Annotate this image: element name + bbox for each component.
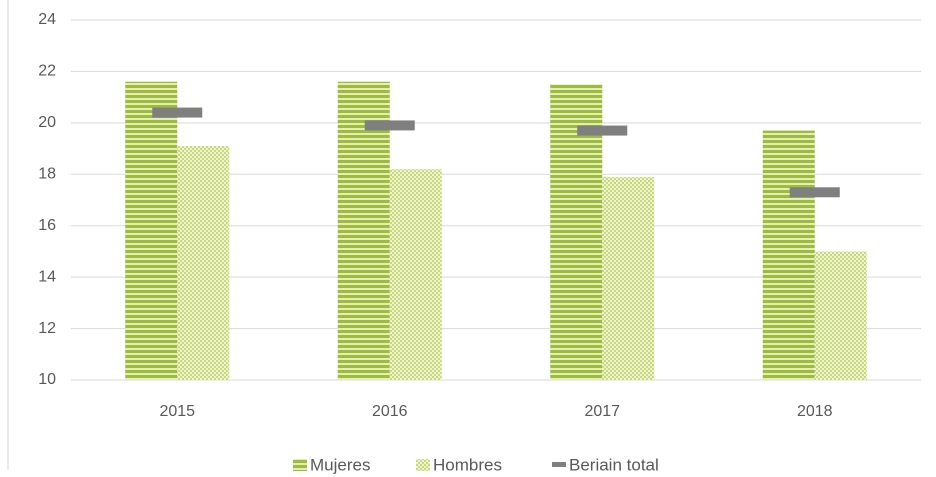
y-tick-label: 22 [38,63,56,80]
marker [364,120,415,131]
marker [789,187,840,198]
y-tick-label: 12 [38,320,56,337]
legend-label: Beriain total [569,455,659,474]
legend-label: Hombres [433,455,502,474]
bar [389,169,442,380]
y-tick-label: 18 [38,166,56,183]
x-tick-label: 2016 [372,403,408,420]
legend-swatch [552,462,566,467]
marker [577,125,628,136]
legend-swatch [293,459,307,471]
bar [177,146,230,380]
bar [125,81,178,380]
marker [152,107,203,118]
legend-label: Mujeres [310,455,370,474]
bar [814,251,867,380]
x-tick-label: 2018 [797,403,833,420]
y-tick-label: 20 [38,114,56,131]
y-tick-label: 24 [38,11,56,28]
bar [602,176,655,380]
legend-swatch [416,459,430,471]
y-tick-label: 16 [38,217,56,234]
x-tick-label: 2017 [584,403,620,420]
y-tick-label: 14 [38,268,56,285]
bar [762,130,815,380]
bar [337,81,390,380]
x-tick-label: 2015 [159,403,195,420]
y-tick-label: 10 [38,371,56,388]
